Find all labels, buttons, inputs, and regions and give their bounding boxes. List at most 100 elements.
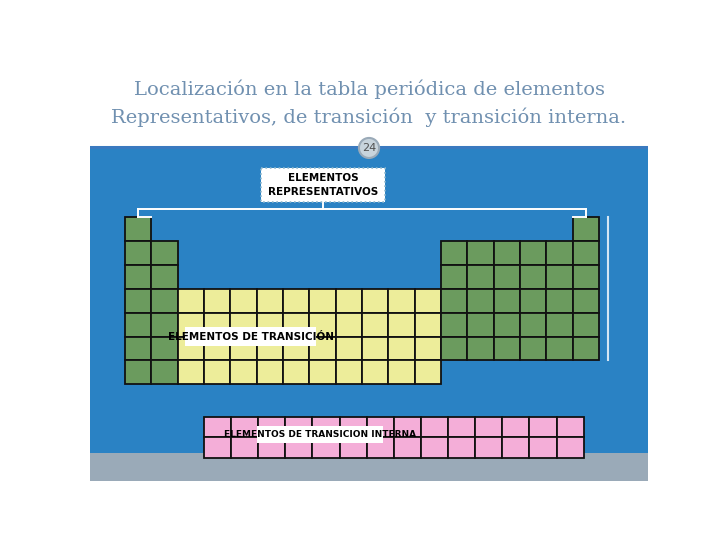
Bar <box>151 313 178 336</box>
Bar <box>151 241 178 265</box>
Bar <box>529 437 557 458</box>
Bar <box>310 361 336 384</box>
Bar <box>573 336 599 361</box>
Bar <box>204 417 231 437</box>
Bar <box>231 417 258 437</box>
Bar <box>475 437 503 458</box>
Bar <box>415 336 441 361</box>
Bar <box>520 313 546 336</box>
Bar <box>467 313 494 336</box>
Bar <box>340 417 366 437</box>
Bar <box>204 336 230 361</box>
Bar <box>573 313 599 336</box>
Text: 24: 24 <box>362 143 376 153</box>
Bar <box>573 241 599 265</box>
Bar <box>256 289 283 313</box>
Bar <box>178 289 204 313</box>
Bar <box>503 417 529 437</box>
Bar <box>336 313 362 336</box>
Text: ELEMENTOS DE TRANSICIÓN: ELEMENTOS DE TRANSICIÓN <box>168 332 333 342</box>
Bar <box>90 65 648 148</box>
Bar <box>151 361 178 384</box>
Bar <box>503 437 529 458</box>
Bar <box>394 417 421 437</box>
Bar <box>546 241 573 265</box>
Bar <box>388 313 415 336</box>
Bar <box>520 336 546 361</box>
Bar <box>256 313 283 336</box>
Bar <box>415 289 441 313</box>
Circle shape <box>359 138 379 158</box>
Bar <box>366 437 394 458</box>
Bar <box>204 289 230 313</box>
Bar <box>178 313 204 336</box>
FancyBboxPatch shape <box>185 327 317 346</box>
Bar <box>362 289 388 313</box>
Bar <box>448 417 475 437</box>
Bar <box>151 336 178 361</box>
Bar <box>312 417 340 437</box>
Bar <box>125 265 151 289</box>
Bar <box>230 313 256 336</box>
Bar <box>336 336 362 361</box>
Bar <box>340 437 366 458</box>
Text: Localización en la tabla periódica de elementos: Localización en la tabla periódica de el… <box>133 80 605 99</box>
Bar <box>256 361 283 384</box>
Bar <box>448 437 475 458</box>
Bar <box>258 437 285 458</box>
Bar <box>310 289 336 313</box>
Text: Representativos, de transición  y transición interna.: Representativos, de transición y transic… <box>112 107 626 127</box>
Bar <box>546 265 573 289</box>
Bar <box>283 289 310 313</box>
Bar <box>366 417 394 437</box>
Bar <box>573 217 599 241</box>
Bar <box>415 313 441 336</box>
Bar <box>573 265 599 289</box>
Bar <box>520 289 546 313</box>
Bar <box>467 265 494 289</box>
FancyBboxPatch shape <box>258 426 383 443</box>
Bar <box>546 313 573 336</box>
Bar <box>310 336 336 361</box>
Bar <box>285 437 312 458</box>
Bar <box>520 265 546 289</box>
Bar <box>283 361 310 384</box>
Bar <box>178 336 204 361</box>
Bar <box>231 437 258 458</box>
FancyBboxPatch shape <box>261 168 385 202</box>
Bar <box>312 437 340 458</box>
Bar <box>494 336 520 361</box>
Bar <box>475 417 503 437</box>
Bar <box>125 241 151 265</box>
Bar <box>388 336 415 361</box>
Bar <box>557 417 584 437</box>
Text: ELEMENTOS
REPRESENTATIVOS: ELEMENTOS REPRESENTATIVOS <box>268 173 379 197</box>
Bar <box>520 241 546 265</box>
Bar <box>178 361 204 384</box>
Bar <box>283 313 310 336</box>
Bar <box>204 437 231 458</box>
Bar <box>494 241 520 265</box>
Bar <box>125 313 151 336</box>
Bar <box>415 361 441 384</box>
Bar <box>467 241 494 265</box>
Bar <box>441 313 467 336</box>
Bar <box>285 417 312 437</box>
Bar <box>125 289 151 313</box>
Bar <box>421 437 448 458</box>
Bar <box>90 146 648 148</box>
Bar <box>90 148 648 453</box>
Bar <box>494 313 520 336</box>
Bar <box>467 336 494 361</box>
Bar <box>362 313 388 336</box>
Bar <box>421 417 448 437</box>
Bar <box>494 289 520 313</box>
Bar <box>557 437 584 458</box>
Bar <box>230 361 256 384</box>
Bar <box>362 336 388 361</box>
Bar <box>573 289 599 313</box>
Bar <box>204 361 230 384</box>
Bar <box>441 336 467 361</box>
Bar <box>336 361 362 384</box>
Bar <box>230 289 256 313</box>
